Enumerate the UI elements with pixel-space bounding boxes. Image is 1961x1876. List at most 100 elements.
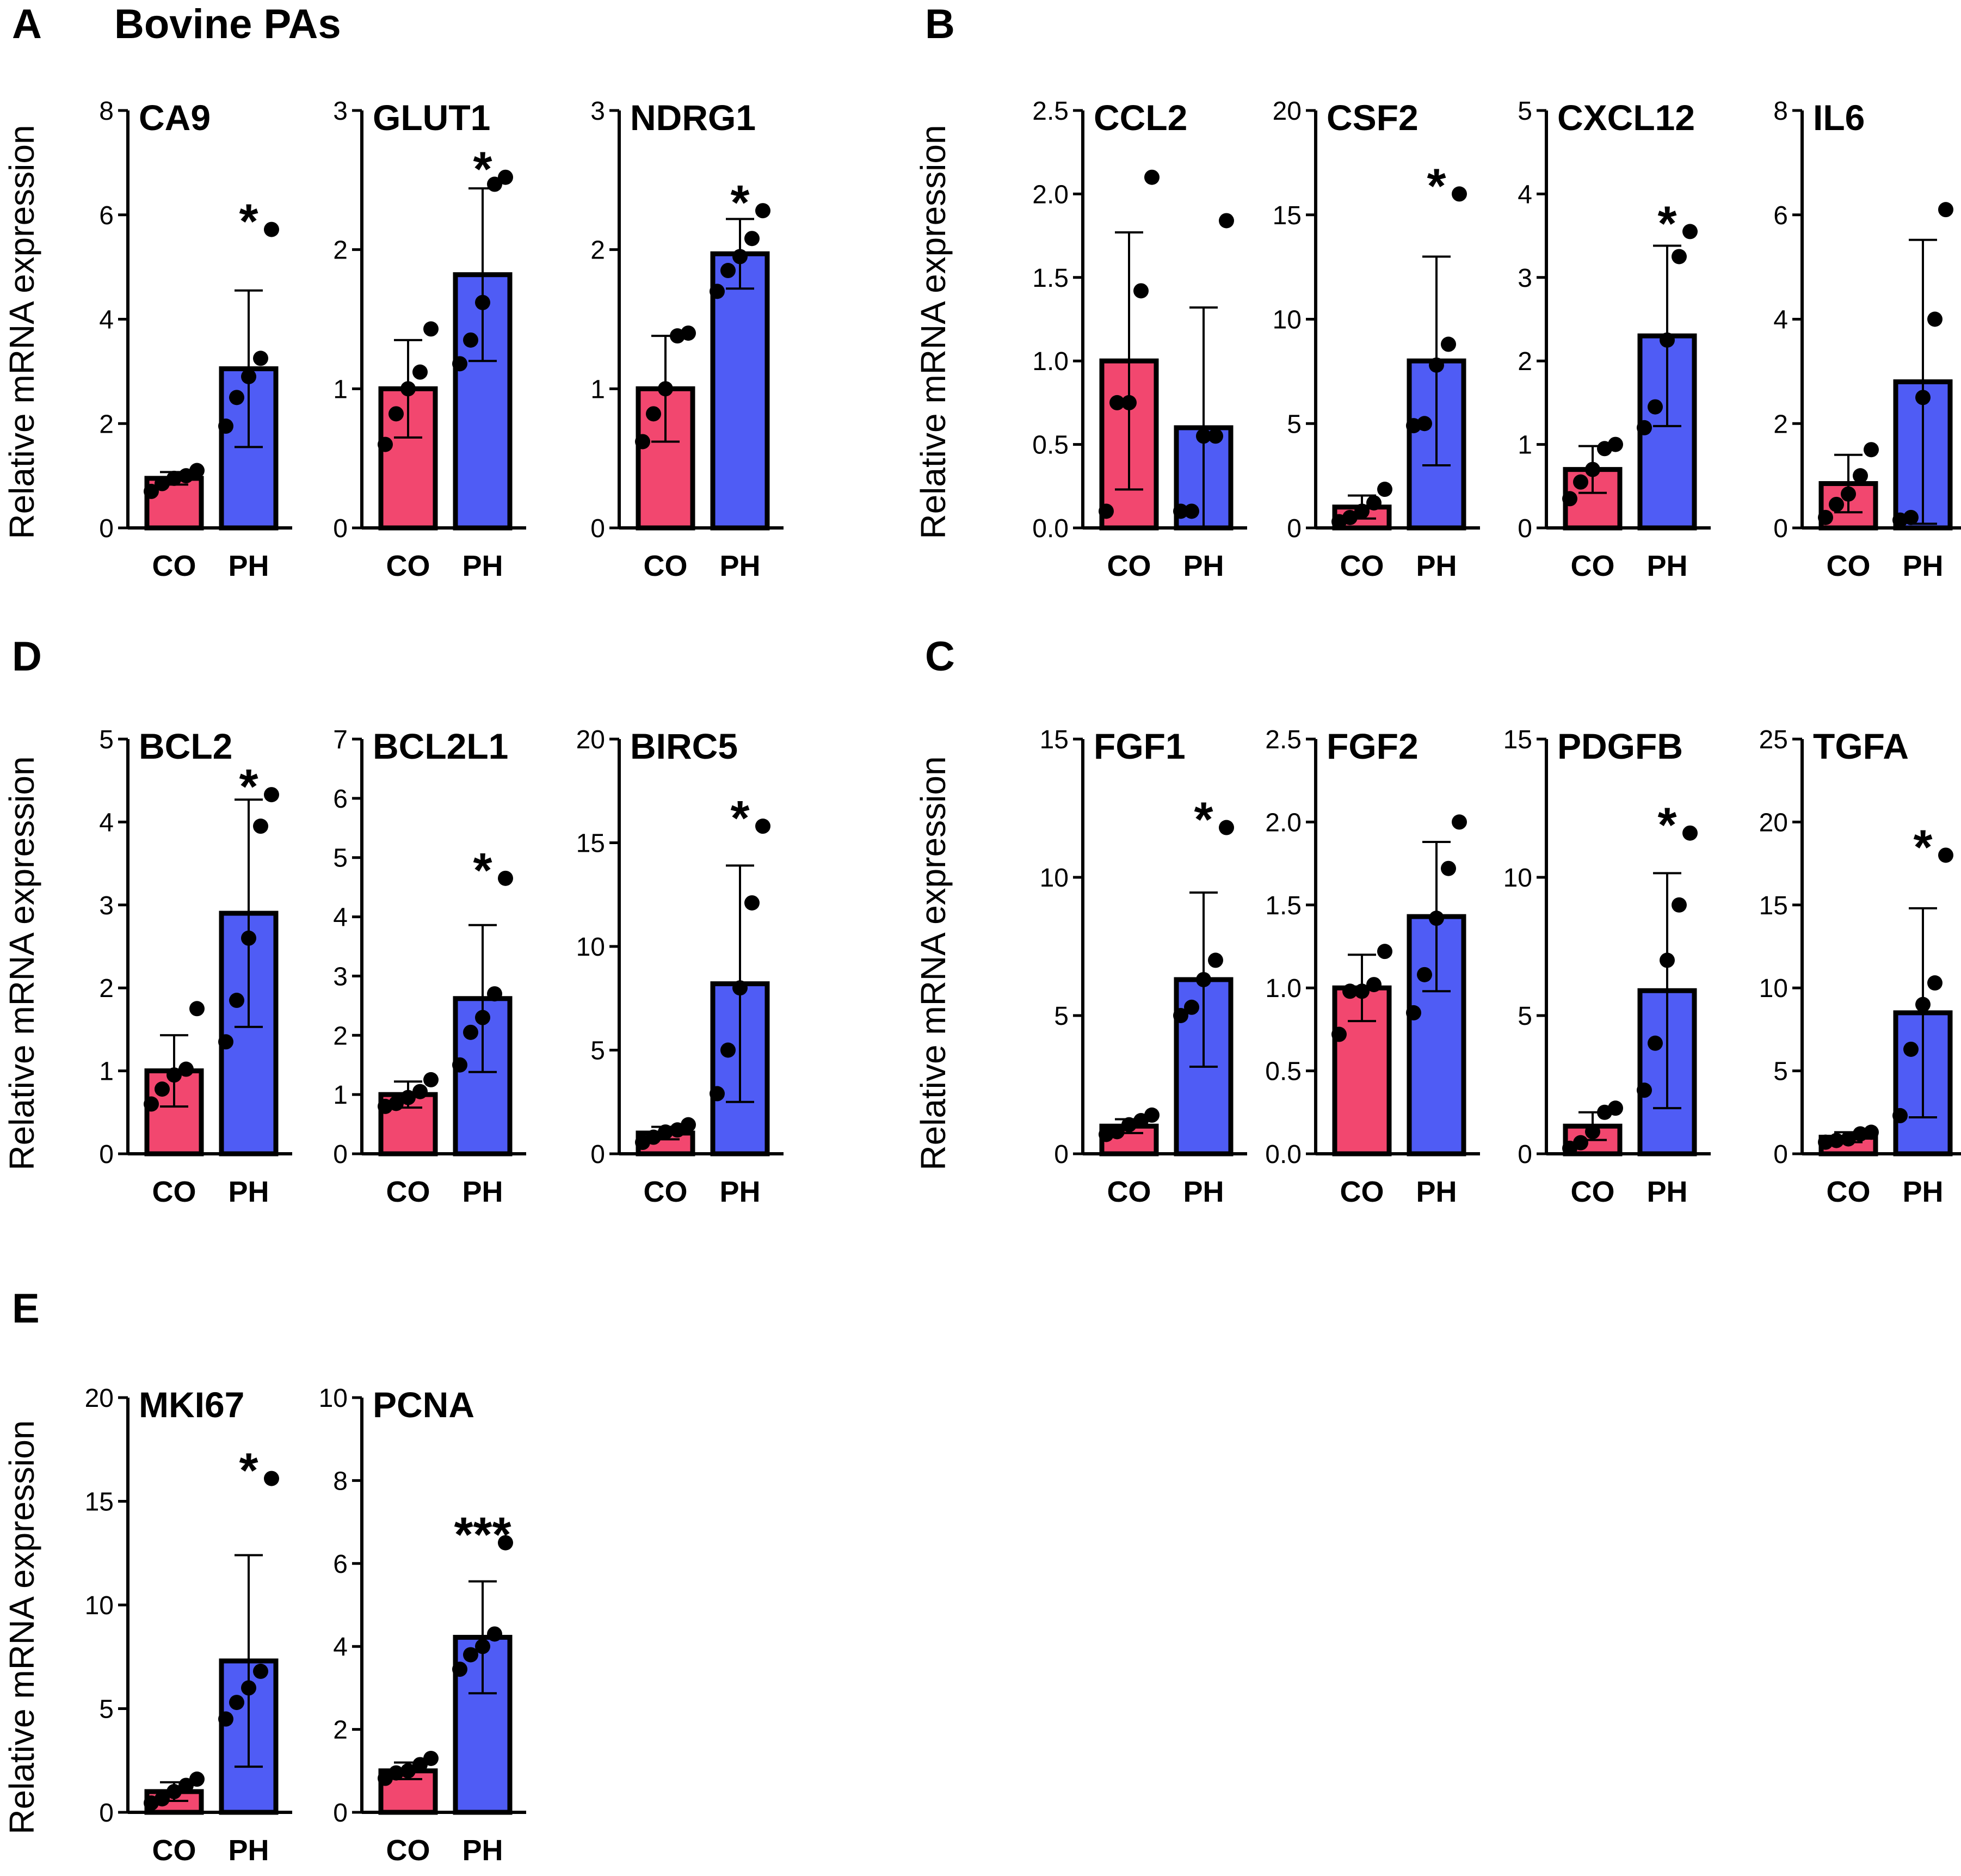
chart-title: CA9 — [139, 97, 211, 138]
y-tick-label: 10 — [1273, 306, 1302, 335]
significance-marker: * — [1657, 196, 1676, 251]
y-tick-label: 3 — [333, 97, 348, 126]
x-category-label: CO — [1340, 1176, 1384, 1208]
x-category-label: CO — [386, 1834, 430, 1867]
data-point — [1915, 997, 1931, 1012]
chart-fgf2: 0.0 0.5 1.0 1.5 2.0 2.5 FGF2 CO PH — [1265, 725, 1480, 1208]
y-tick-label: 20 — [85, 1384, 114, 1413]
data-point — [388, 406, 404, 422]
chart-title: CCL2 — [1094, 97, 1187, 138]
figure-title: Bovine PAs — [114, 1, 341, 47]
chart-glut1: 0 1 2 3 GLUT1 CO PH * — [333, 97, 526, 582]
y-tick-label: 20 — [576, 725, 605, 754]
data-point — [744, 231, 760, 247]
data-point — [635, 434, 650, 450]
data-point — [1354, 503, 1370, 519]
panel-letter-e: E — [12, 1285, 40, 1332]
charts-layer: 0 2 4 6 8 CA9 CO PH * 0 1 2 3 GLUT1 CO PH * 0 1 2 3 NDRG1 CO PH… — [85, 97, 1961, 1867]
data-point — [1196, 971, 1211, 987]
significance-marker: * — [473, 844, 492, 898]
data-point — [1853, 468, 1868, 484]
data-point — [1648, 1035, 1663, 1051]
y-tick-label: 2 — [590, 236, 605, 265]
y-tick-label: 3 — [333, 962, 348, 991]
y-tick-label: 0 — [590, 1140, 605, 1169]
data-point — [155, 1081, 170, 1097]
data-point — [1133, 283, 1149, 299]
data-point — [1441, 860, 1456, 876]
chart-title: BIRC5 — [630, 726, 738, 766]
y-tick-label: 25 — [1759, 725, 1788, 754]
y-tick-label: 0 — [1287, 514, 1302, 543]
chart-title: GLUT1 — [373, 97, 490, 138]
x-category-label: PH — [1902, 1176, 1943, 1208]
data-point — [1452, 186, 1467, 202]
data-point — [1903, 509, 1919, 525]
y-tick-label: 0 — [333, 514, 348, 543]
x-category-label: PH — [1183, 550, 1224, 582]
significance-marker: *** — [454, 1508, 511, 1563]
data-point — [1406, 1005, 1421, 1020]
data-point — [178, 1061, 194, 1077]
data-point — [1672, 897, 1687, 913]
data-point — [1573, 1135, 1588, 1151]
chart-ccl2: 0.0 0.5 1.0 1.5 2.0 2.5 CCL2 CO PH — [1032, 97, 1247, 582]
data-point — [710, 1086, 725, 1102]
chart-bcl2l1: 0 1 2 3 4 5 6 7 BCL2L1 CO PH * — [333, 725, 526, 1208]
data-point — [218, 419, 233, 434]
y-tick-label: 1.0 — [1032, 347, 1069, 376]
data-point — [1196, 428, 1211, 444]
data-point — [1184, 503, 1199, 519]
y-tick-label: 15 — [1273, 201, 1302, 230]
data-point — [253, 819, 268, 834]
y-tick-label: 0 — [1773, 514, 1788, 543]
chart-title: BCL2 — [139, 726, 232, 766]
y-tick-label: 1 — [99, 1057, 114, 1086]
data-point — [1366, 495, 1382, 510]
y-tick-label: 2.0 — [1265, 808, 1302, 837]
data-point — [681, 325, 696, 341]
data-point — [658, 1124, 673, 1140]
data-point — [1173, 1008, 1188, 1023]
data-point — [155, 1791, 170, 1807]
x-category-label: PH — [1416, 550, 1457, 582]
significance-marker: * — [1657, 798, 1676, 853]
x-category-label: PH — [462, 1834, 503, 1867]
chart-title: PCNA — [373, 1385, 474, 1425]
y-tick-label: 0 — [590, 514, 605, 543]
data-point — [658, 381, 673, 397]
data-point — [646, 406, 661, 422]
chart-pcna: 0 2 4 6 8 10 PCNA CO PH *** — [319, 1384, 526, 1867]
significance-marker: * — [239, 1444, 258, 1498]
y-tick-label: 0 — [333, 1140, 348, 1169]
x-category-label: CO — [152, 1176, 196, 1208]
y-tick-label: 2 — [99, 974, 114, 1003]
y-tick-label: 10 — [1040, 864, 1069, 893]
y-tick-label: 2 — [1773, 410, 1788, 439]
y-tick-label: 4 — [1773, 306, 1788, 335]
chart-title: TGFA — [1813, 726, 1909, 766]
data-point — [166, 1783, 182, 1799]
data-point — [1903, 1041, 1919, 1057]
data-point — [1354, 983, 1370, 999]
panel-letter-d: D — [12, 633, 42, 680]
data-point — [1682, 224, 1698, 239]
y-axis-label-row-2-left: Relative mRNA expression — [2, 756, 41, 1170]
y-tick-label: 0 — [99, 1799, 114, 1828]
y-tick-label: 5 — [99, 1695, 114, 1724]
data-point — [155, 476, 170, 491]
data-point — [229, 1695, 244, 1711]
y-tick-label: 0 — [99, 514, 114, 543]
data-point — [498, 870, 513, 886]
data-point — [1660, 952, 1675, 968]
chart-title: BCL2L1 — [373, 726, 508, 766]
data-point — [423, 321, 439, 337]
data-point — [189, 1772, 205, 1787]
data-point — [463, 1647, 478, 1663]
y-tick-label: 3 — [590, 97, 605, 126]
data-point — [487, 1626, 502, 1642]
data-point — [1562, 491, 1577, 507]
chart-mki67: 0 5 10 15 20 MKI67 CO PH * — [85, 1384, 292, 1867]
data-point — [218, 1711, 233, 1727]
